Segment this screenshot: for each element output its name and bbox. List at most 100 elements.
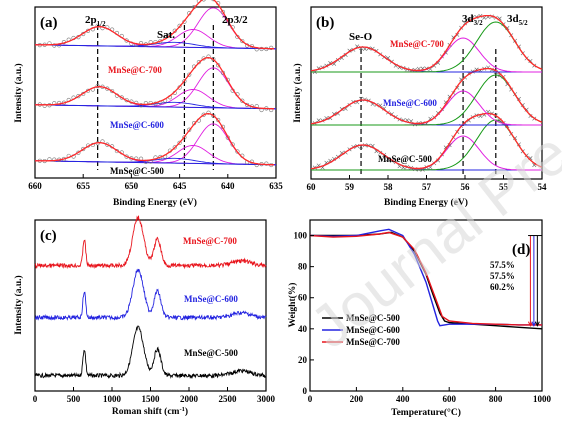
- x-axis-label-b: Binding Energy (eV): [384, 197, 468, 208]
- data-marker-a-2: [52, 43, 57, 48]
- x-tick-label-d-0: 0: [308, 394, 313, 404]
- x-tick-label-b-0: 60: [307, 182, 317, 192]
- x-axis-label-c-main: Roman shift (cm: [112, 406, 180, 417]
- x-axis-label-c: Roman shift (cm-1): [112, 406, 188, 417]
- residual-arrowhead-1: [531, 321, 537, 327]
- x-tick-label-d-4: 800: [489, 394, 503, 404]
- fit-envelope-b-2: [310, 14, 543, 72]
- data-marker-a-0: [172, 145, 177, 150]
- x-tick-label-d-2: 400: [396, 394, 410, 404]
- data-marker-a-2: [167, 33, 173, 38]
- y-axis-label-a: Intensity (a.u.): [13, 63, 24, 122]
- data-marker-a-2: [211, 0, 216, 2]
- peak-label-a-2p32: 2p3/2: [222, 14, 248, 26]
- series-label-c-500: MnSe@C-500: [184, 348, 238, 358]
- residual-arrowhead-0: [527, 321, 533, 327]
- data-marker-b-0: [436, 158, 441, 163]
- x-tick-label-c-6: 3000: [257, 394, 276, 404]
- panel-c: 0 500 1000 1500 2000 2500 3000 (c) Roman shift…: [13, 215, 276, 417]
- data-marker-a-0: [230, 142, 235, 147]
- data-marker-a-2: [269, 45, 274, 50]
- data-marker-a-0: [134, 156, 139, 161]
- peak-label-a-2p12-main: 2p: [85, 14, 97, 26]
- legend-label-700: MnSe@C-700: [346, 337, 400, 347]
- data-marker-a-1: [138, 103, 144, 108]
- data-marker-a-1: [216, 63, 221, 68]
- plot-frame-a: [34, 6, 277, 179]
- data-marker-b-2: [528, 58, 533, 63]
- peak-label-a-2p12: 2p1/2: [85, 14, 106, 28]
- data-marker-a-0: [187, 127, 192, 132]
- data-marker-a-0: [211, 113, 216, 118]
- data-marker-a-2: [124, 38, 129, 43]
- x-ticks-a: 660 655 650 645 640 635: [28, 174, 283, 191]
- data-marker-a-1: [182, 79, 187, 84]
- x-ticks-c: 0 500 1000 1500 2000 2500 3000: [33, 387, 276, 404]
- y-axis-label-b: Intensity (a.u.): [292, 63, 303, 122]
- data-marker-a-0: [76, 150, 81, 155]
- raman-series-2: [34, 215, 267, 270]
- data-marker-a-1: [206, 54, 211, 59]
- x-axis-label-d: Temperature(°C): [391, 407, 461, 418]
- x-tick-label-d-5: 1000: [533, 394, 552, 404]
- background-a-0: [34, 160, 277, 166]
- data-marker-a-0: [182, 135, 187, 140]
- series-label-b-700: MnSe@C-700: [390, 39, 444, 49]
- x-tick-label-c-2: 1000: [103, 394, 122, 404]
- x-tick-label-a-5: 635: [269, 181, 283, 191]
- fit-envelope-a-2: [35, 0, 275, 50]
- panel-label-c: (c): [40, 228, 57, 244]
- x-tick-label-c-1: 500: [67, 394, 81, 404]
- peak-label-b-3d32: 3d3/2: [462, 13, 483, 27]
- data-marker-a-1: [119, 95, 124, 100]
- x-tick-label-a-4: 640: [221, 181, 235, 191]
- x-axis-label-c-sup: -1: [179, 406, 184, 413]
- y-tick-label-d-4: 80: [298, 262, 308, 272]
- plot-frame-d: [309, 219, 543, 392]
- peak-label-b-3d52: 3d5/2: [507, 13, 528, 27]
- data-marker-a-0: [177, 140, 182, 145]
- data-marker-b-2: [462, 21, 468, 26]
- plot-area-b: [310, 13, 543, 176]
- x-tick-label-d-3: 600: [442, 394, 456, 404]
- raman-series-0: [34, 325, 267, 379]
- fit-envelope-b-1: [310, 67, 543, 125]
- peak-label-a-sat: Sat.: [157, 29, 175, 41]
- peak-label-b-seo: Se-O: [349, 31, 373, 43]
- tga-series-MnSe@C-700: [309, 231, 542, 326]
- x-tick-label-b-3: 57: [422, 182, 432, 192]
- data-marker-b-1: [524, 107, 529, 112]
- y-axis-label-d: Weight(%): [287, 283, 298, 328]
- x-tick-label-b-2: 58: [384, 182, 394, 192]
- raman-series-1: [34, 268, 267, 321]
- data-marker-a-1: [187, 72, 192, 77]
- data-marker-a-2: [201, 0, 206, 2]
- plot-area-d: [309, 228, 543, 330]
- data-marker-a-2: [177, 23, 182, 29]
- peak-label-b-3d52-sub: 5/2: [519, 19, 528, 27]
- x-ticks-b: 60 59 58 57 56 55 54: [307, 175, 547, 192]
- x-tick-label-a-2: 650: [125, 181, 139, 191]
- series-label-b-500: MnSe@C-500: [378, 154, 432, 164]
- data-marker-b-2: [432, 63, 437, 68]
- x-tick-label-c-5: 2500: [219, 394, 238, 404]
- x-tick-label-b-1: 59: [345, 182, 355, 192]
- x-axis-label-c-close: ): [185, 406, 188, 417]
- legend-label-600: MnSe@C-600: [346, 325, 400, 335]
- x-tick-label-a-3: 645: [173, 181, 187, 191]
- component-b-2-2: [311, 21, 543, 73]
- y-ticks-d: 0 20 40 60 80 100: [294, 231, 314, 396]
- data-marker-a-1: [42, 103, 47, 108]
- panel-b: 60 59 58 57 56 55 54 (b) Binding Energy (eV) I…: [292, 6, 547, 208]
- x-tick-label-c-4: 2000: [180, 394, 199, 404]
- peak-label-b-3d32-main: 3d: [462, 13, 474, 25]
- residual-label-blue: 57.5%: [490, 271, 515, 281]
- background-a-2: [34, 44, 277, 50]
- series-label-a-700: MnSe@C-700: [108, 65, 162, 75]
- panel-a: 660 655 650 645 640 635 (a) Binding Energy (e…: [13, 0, 283, 208]
- panel-d: 0 200 400 600 800 1000 0 20 40 60 80 100 (d) Tempe…: [287, 219, 552, 418]
- data-marker-a-2: [95, 23, 100, 28]
- x-ticks-d: 0 200 400 600 800 1000: [308, 387, 552, 404]
- data-marker-a-0: [235, 149, 240, 154]
